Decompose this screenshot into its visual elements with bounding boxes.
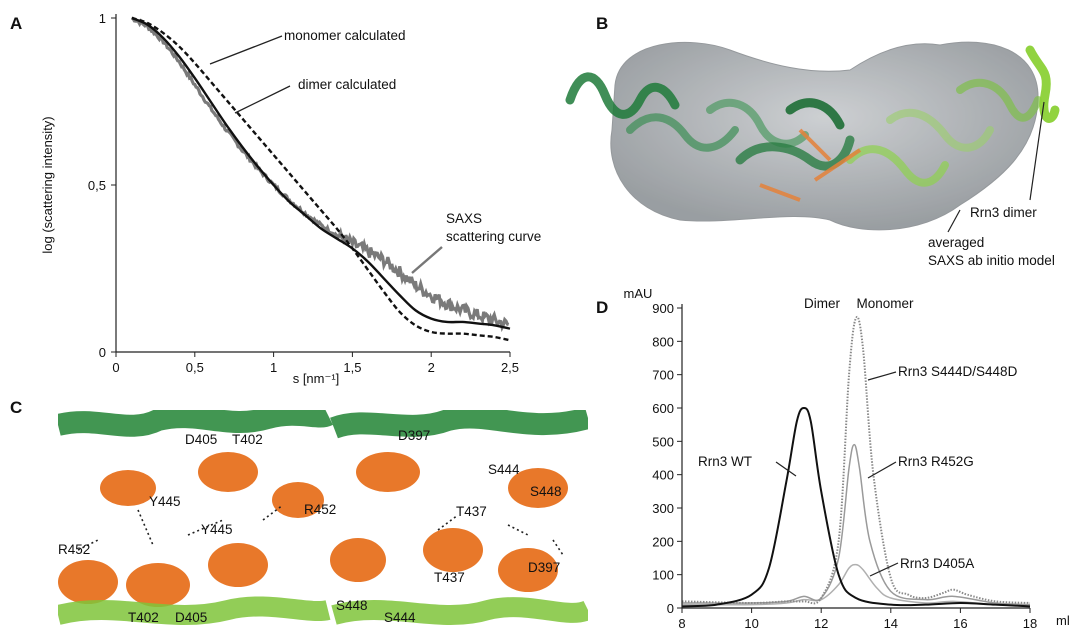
chart-a-xtick-label: 1,5 [343, 360, 361, 375]
chart-d: 8 10 12 14 16 180100200300400500600700800900 … [624, 286, 1070, 631]
chart-d-xtick-label: 16 [953, 616, 967, 631]
chart-d-xtick-label: 14 [884, 616, 898, 631]
leader-d405a [869, 562, 899, 577]
chart-a-xtick-label: 0,5 [186, 360, 204, 375]
res-r452-right: R452 [304, 502, 336, 517]
rrn3-right-subunit [846, 45, 1060, 187]
panel-letter-a: A [10, 14, 23, 33]
chart-a-ytick-label: 0 [99, 345, 106, 360]
leader-s444d [867, 371, 897, 381]
chart-d-ytick-label: 500 [652, 434, 674, 449]
label-rrn3-dimer: Rrn3 dimer [970, 205, 1037, 220]
res-t437-b: T437 [434, 570, 465, 585]
annot-saxs-2: scattering curve [446, 229, 541, 244]
chart-a-xtick-label: 2 [428, 360, 435, 375]
annot-dimer: dimer calculated [298, 77, 396, 92]
chart-a: 0 0,5 1 1,5 2 2,5 0 0,5 1 log (scattering intens… [40, 11, 541, 386]
saxs-envelope [610, 41, 1039, 231]
rrn3-left-subunit [565, 72, 855, 171]
res-d405-bottom: D405 [175, 610, 207, 625]
res-t437-a: T437 [456, 504, 487, 519]
res-t402-bottom: T402 [128, 610, 159, 625]
annot-leader-dimer [234, 85, 291, 114]
chart-d-ytick-label: 300 [652, 501, 674, 516]
chart-a-xtick-label: 2,5 [501, 360, 519, 375]
panel-c-left-helices [58, 410, 333, 625]
chart-d-ytick-label: 900 [652, 301, 674, 316]
chart-d-xtick-label: 8 [678, 616, 685, 631]
chart-a-xtick-label: 0 [112, 360, 119, 375]
res-y445-a: Y445 [149, 494, 181, 509]
chart-d-xtick-label: 10 [744, 616, 758, 631]
series-saxs-scattering-curve [131, 16, 510, 333]
chart-a-xlabel: s [nm⁻¹] [293, 371, 340, 386]
res-d397-bottom: D397 [528, 560, 560, 575]
label-rrn3-s444d: Rrn3 S444D/S448D [898, 364, 1018, 379]
res-r452-left: R452 [58, 542, 90, 557]
chart-d-ytick-label: 200 [652, 534, 674, 549]
label-model-1: averaged [928, 235, 984, 250]
chart-a-plot-area [131, 16, 511, 342]
res-s448-top: S448 [530, 484, 562, 499]
series-rrn3-r452g [681, 443, 1031, 606]
panel-letter-d: D [596, 298, 609, 317]
chart-d-xlabel: ml [1056, 613, 1070, 628]
res-d397-top: D397 [398, 428, 430, 443]
chart-d-ytick-label: 0 [667, 601, 674, 616]
annot-monomer-peak: Monomer [856, 296, 914, 311]
leader-wt [775, 461, 797, 477]
panel-b-structure: Rrn3 dimer averaged SAXS ab initio model [565, 41, 1060, 268]
series-dimer-calculated [131, 16, 511, 330]
res-y445-b: Y445 [201, 522, 233, 537]
leader-rrn3-dimer [1029, 101, 1045, 201]
res-t402-top: T402 [232, 432, 263, 447]
res-s444-bottom: S444 [384, 610, 416, 625]
annot-monomer: monomer calculated [284, 28, 406, 43]
res-s444-top: S444 [488, 462, 520, 477]
label-model-2: SAXS ab initio model [928, 253, 1055, 268]
leader-model [947, 209, 961, 233]
panel-c-right-helices [330, 410, 588, 625]
chart-d-ytick-label: 700 [652, 368, 674, 383]
chart-d-ytick-label: 400 [652, 468, 674, 483]
series-monomer-calculated [131, 16, 511, 342]
panel-c-right-bg [334, 410, 588, 632]
chart-a-axes: 0 0,5 1 1,5 2 2,5 0 0,5 1 [88, 11, 519, 375]
chart-d-ylabel: mAU [624, 286, 653, 301]
chart-a-xtick-label: 1 [270, 360, 277, 375]
panel-letter-b: B [596, 14, 609, 33]
chart-d-ytick-label: 800 [652, 334, 674, 349]
chart-a-ytick-label: 0,5 [88, 178, 106, 193]
chart-d-plot-area [681, 315, 1031, 608]
series-rrn3-s444d-s448d [681, 315, 1031, 605]
label-rrn3-wt: Rrn3 WT [698, 454, 752, 469]
chart-d-ytick-label: 100 [652, 568, 674, 583]
series-rrn3-d405a [681, 563, 1031, 608]
chart-d-axes: 8 10 12 14 16 18 0 100 200 300 400 500 600 700 800 900 [652, 301, 1037, 631]
chart-d-xtick-label: 18 [1023, 616, 1037, 631]
label-rrn3-r452g: Rrn3 R452G [898, 454, 974, 469]
chart-d-ytick-label: 600 [652, 401, 674, 416]
annot-dimer-peak: Dimer [804, 296, 841, 311]
res-d405-top: D405 [185, 432, 217, 447]
label-rrn3-d405a: Rrn3 D405A [900, 556, 974, 571]
panel-c-structure: D405 T402 R452 Y445 Y445 R452 T402 D405 … [58, 410, 588, 632]
panel-letter-c: C [10, 398, 23, 417]
res-s448-bottom: S448 [336, 598, 368, 613]
annot-saxs-1: SAXS [446, 211, 482, 226]
annot-leader-monomer [209, 35, 283, 65]
annot-leader-saxs [411, 246, 443, 274]
chart-d-xtick-label: 12 [814, 616, 828, 631]
chart-a-ylabel: log (scattering intensity) [40, 116, 55, 253]
leader-r452g [867, 461, 897, 479]
orange-helices [759, 128, 862, 202]
chart-a-ytick-label: 1 [99, 11, 106, 26]
series-rrn3-wt [681, 406, 1031, 608]
